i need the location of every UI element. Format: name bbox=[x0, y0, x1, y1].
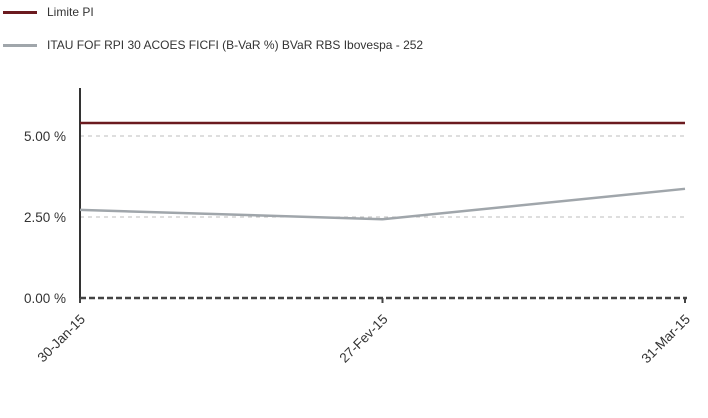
x-tick-label-1: 27-Fev-15 bbox=[337, 312, 391, 366]
legend-swatch-limite bbox=[3, 10, 37, 14]
series-line-1 bbox=[79, 187, 686, 221]
legend-item-limite: Limite PI bbox=[0, 2, 94, 22]
legend-label-fund: ITAU FOF RPI 30 ACOES FICFI (B-VaR %) BV… bbox=[47, 38, 424, 52]
legend-item-fund: ITAU FOF RPI 30 ACOES FICFI (B-VaR %) BV… bbox=[0, 35, 423, 55]
legend-swatch-fund bbox=[3, 43, 37, 47]
chart-legend: Limite PI ITAU FOF RPI 30 ACOES FICFI (B… bbox=[0, 0, 708, 60]
x-tick-label-2: 31-Mar-15 bbox=[638, 312, 693, 367]
y-tick-label-2: 5.00 % bbox=[24, 129, 66, 144]
y-tick-label-0: 0.00 % bbox=[24, 291, 66, 306]
y-tick-label-1: 2.50 % bbox=[24, 210, 66, 225]
legend-label-limite: Limite PI bbox=[47, 5, 94, 19]
x-tick-label-0: 30-Jan-15 bbox=[35, 312, 89, 366]
